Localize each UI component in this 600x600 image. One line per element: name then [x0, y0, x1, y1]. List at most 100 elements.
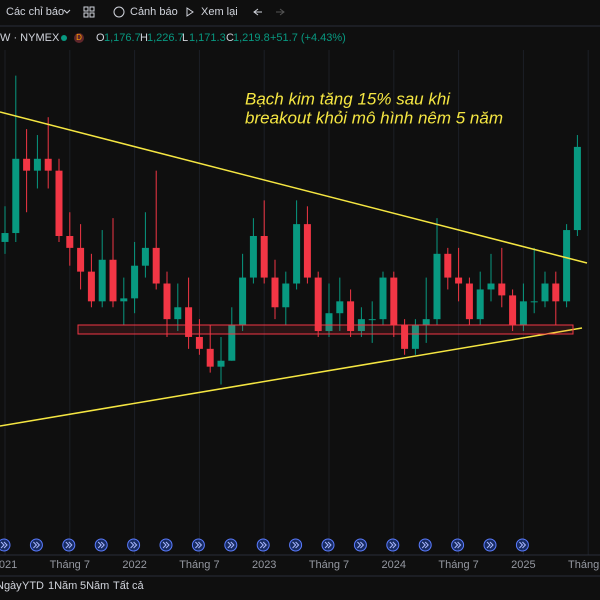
candle-body — [239, 277, 247, 326]
candle-body — [465, 283, 473, 320]
range-button[interactable]: 1Năm — [48, 580, 77, 592]
x-tick-label: 2025 — [511, 559, 535, 571]
redo-icon[interactable] — [276, 8, 285, 16]
support-zone — [77, 324, 574, 335]
x-tick-label: 2024 — [382, 559, 406, 571]
alert-icon[interactable] — [113, 6, 125, 18]
undo-icon[interactable] — [253, 8, 262, 16]
candle-body — [152, 247, 160, 284]
ohlc-label: C — [226, 32, 234, 44]
ohlc-label: O — [96, 32, 105, 44]
candle-body — [347, 301, 355, 332]
event-icon — [259, 541, 267, 549]
candle-body — [141, 247, 149, 266]
candle-body — [44, 158, 52, 171]
candle-body — [509, 295, 517, 326]
candle-body — [217, 360, 225, 367]
candle-body — [401, 325, 409, 349]
candle-body — [206, 348, 214, 367]
symbol[interactable]: W · NYMEX — [0, 32, 60, 44]
range-button[interactable]: 5Năm — [80, 580, 109, 592]
event-icon — [0, 541, 8, 549]
dropdown-icon[interactable] — [63, 9, 71, 14]
candle-body — [314, 277, 322, 332]
candle-body — [228, 325, 236, 361]
event-icon — [97, 541, 105, 549]
candle-body — [98, 259, 106, 302]
candle-body — [12, 158, 20, 234]
candle-body — [195, 336, 203, 349]
candle-body — [55, 170, 63, 236]
event-icon — [486, 541, 494, 549]
candle-body — [422, 319, 430, 326]
candle-body — [487, 283, 495, 290]
candle-body — [336, 301, 344, 314]
event-markers — [0, 538, 529, 552]
candle-body — [293, 224, 301, 284]
x-tick-label: Tháng 7 — [179, 559, 219, 571]
candle-body — [249, 236, 257, 278]
event-icon — [130, 541, 138, 549]
x-tick-label: Tháng 7 — [438, 559, 478, 571]
event-icon — [389, 541, 397, 549]
ohlc-value: 1,171.3 — [189, 32, 226, 44]
candle-body — [368, 319, 376, 321]
candle-body — [563, 230, 571, 302]
change: +51.7 (+4.43%) — [270, 32, 346, 44]
trendline-lower — [0, 327, 583, 427]
event-icon — [357, 541, 365, 549]
annotation: Bạch kim tăng 15% sau khi — [245, 89, 451, 108]
candle-body — [109, 259, 117, 302]
candle-body — [23, 158, 31, 171]
candle-body — [131, 265, 139, 299]
candle-body — [163, 283, 171, 320]
candle-body — [87, 271, 95, 302]
x-tick-label: Tháng 7 — [568, 559, 600, 571]
ohlc-value: 1,176.7 — [104, 32, 141, 44]
candle-body — [120, 298, 128, 302]
replay-icon[interactable] — [186, 7, 194, 17]
candle-body — [260, 236, 268, 278]
alert-button[interactable]: Cảnh báo — [130, 6, 178, 18]
ohlc-label: L — [182, 32, 188, 44]
candle-body — [1, 233, 9, 242]
candle-body — [519, 301, 527, 326]
interval-badge — [74, 33, 84, 43]
x-tick-label: Tháng 7 — [50, 559, 90, 571]
layout-icon[interactable] — [83, 6, 89, 12]
indicators-button[interactable]: Các chỉ báo — [6, 6, 64, 18]
ohlc-value: 1,219.8 — [233, 32, 270, 44]
candle-body — [325, 313, 333, 332]
event-icon — [227, 541, 235, 549]
replay-button[interactable]: Xem lại — [201, 6, 238, 18]
event-icon — [421, 541, 429, 549]
candle-body — [33, 158, 41, 171]
candle-body — [552, 283, 560, 302]
candle-body — [282, 283, 290, 308]
event-icon — [195, 541, 203, 549]
event-icon — [519, 541, 527, 549]
annotation: breakout khỏi mô hình nêm 5 năm — [245, 108, 503, 127]
event-icon — [33, 541, 41, 549]
ohlc-value: 1,226.7 — [147, 32, 184, 44]
ohlc-label: H — [140, 32, 148, 44]
candle-body — [66, 236, 74, 248]
candle-body — [379, 277, 387, 320]
candle-body — [573, 146, 581, 231]
event-icon — [454, 541, 462, 549]
event-icon — [162, 541, 170, 549]
candle-body — [530, 301, 538, 303]
candle-body — [541, 283, 549, 302]
range-button[interactable]: Tất cả — [113, 580, 144, 592]
event-icon — [292, 541, 300, 549]
candle-body — [444, 253, 452, 278]
x-tick-label: 2022 — [122, 559, 146, 571]
event-icon — [65, 541, 73, 549]
range-button[interactable]: YTD — [22, 580, 44, 592]
interval: D — [76, 33, 82, 42]
range-button[interactable]: Ngày — [0, 580, 22, 592]
trendline-upper — [0, 111, 588, 264]
candle-body — [476, 289, 484, 320]
